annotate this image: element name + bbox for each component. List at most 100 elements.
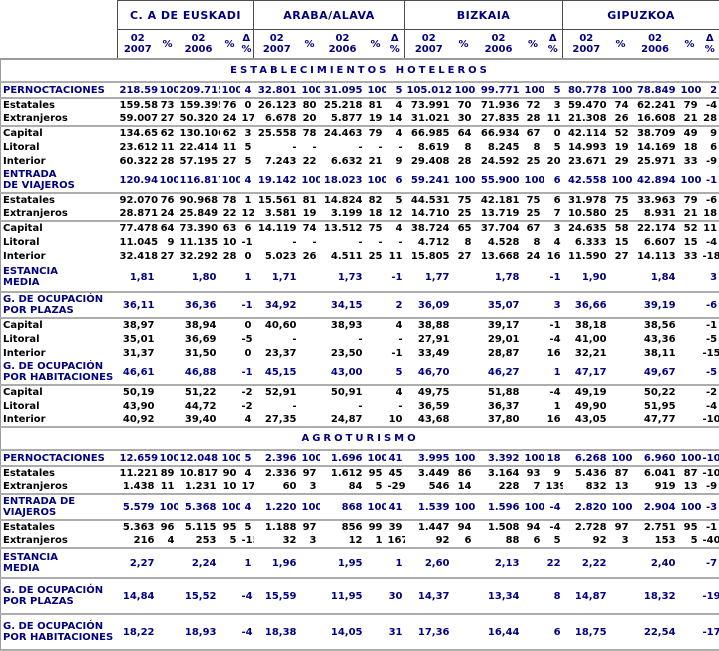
data-cell: 15,52 [178,578,220,614]
data-cell: 78.849 [632,82,679,98]
data-cell: 28 [453,154,475,168]
data-cell [158,292,178,318]
data-cell: 16 [544,249,563,263]
data-cell: 38,94 [178,318,220,332]
data-cell: 73.390 [178,221,220,235]
data-cell: 79 [679,98,701,112]
data-cell: 14,84 [118,578,158,614]
row-label: ESTANCIA MEDIA [1,263,118,292]
data-cell: 15.805 [405,249,453,263]
data-cell: 100 [158,82,178,98]
data-cell: 2.904 [632,494,679,520]
data-cell: 5.363 [118,520,158,534]
row-label: Interior [1,249,118,263]
data-cell [366,346,386,360]
data-cell: 28 [701,112,719,126]
data-cell [523,360,544,385]
data-cell: 47,77 [632,413,679,427]
subcol-delta: Δ % [544,30,563,60]
data-cell: 1.612 [320,466,366,480]
data-cell: 15 [610,235,632,249]
data-cell: 22 [300,154,320,168]
data-cell: -1 [386,346,405,360]
data-cell: 11 [158,140,178,154]
data-cell: 2,22 [563,548,610,578]
data-cell: 23.612 [118,140,158,154]
data-cell: 100 [300,168,320,193]
data-cell [679,614,701,650]
data-cell: 34,15 [320,292,366,318]
data-cell: 32,21 [563,346,610,360]
row-label: PERNOCTACIONES [1,82,118,98]
data-cell: 90.968 [178,193,220,207]
data-cell: - [320,235,366,249]
data-cell: 51,22 [178,385,220,399]
data-cell: 81 [366,98,386,112]
table-row: PERNOCTACIONES218.591100209.715100432.80… [1,82,719,98]
data-cell [523,318,544,332]
data-cell [523,346,544,360]
data-cell: 5.436 [563,466,610,480]
data-cell: -4 [240,578,254,614]
data-cell [453,332,475,346]
subcol-pct: % [610,30,632,60]
data-cell: 41,00 [563,332,610,346]
data-cell: 43,36 [632,332,679,346]
data-cell [679,578,701,614]
subcol-pct: % [300,30,320,60]
data-cell: 10 [386,413,405,427]
data-cell: 37.704 [475,221,523,235]
data-cell: 38.709 [632,126,679,140]
data-cell: 22 [544,548,563,578]
data-cell: 13.719 [475,207,523,221]
region-header-row: C. A DE EUSKADI ARABA/ALAVA BIZKAIA GIPU… [1,1,719,30]
data-cell [610,548,632,578]
data-cell: 62 [158,126,178,140]
data-cell: 3 [300,480,320,494]
data-cell: 19 [366,112,386,126]
data-cell: 1,73 [320,263,366,292]
data-cell: 75 [453,193,475,207]
data-cell: 63 [220,221,240,235]
data-cell: 5 [679,534,701,548]
data-cell: -4 [544,332,563,346]
data-cell: 42.114 [563,126,610,140]
data-cell: 11 [701,221,719,235]
data-cell: 16.608 [632,112,679,126]
data-cell: 153 [632,534,679,548]
data-cell: 8 [453,140,475,154]
data-cell: 1 [240,548,254,578]
data-cell: 2.336 [254,466,300,480]
data-cell [300,578,320,614]
data-cell: - [386,140,405,154]
data-cell: 20 [300,112,320,126]
data-cell: 100 [523,82,544,98]
data-cell: 19.142 [254,168,300,193]
row-label: ENTRADA DE VIAJEROS [1,168,118,193]
data-cell: 7 [544,207,563,221]
data-cell: 18 [679,140,701,154]
data-cell: -1 [240,235,254,249]
data-cell: 38,88 [405,318,453,332]
data-cell: -3 [701,494,719,520]
data-cell: 32.292 [178,249,220,263]
data-cell: 38.724 [405,221,453,235]
data-cell: 6.333 [563,235,610,249]
data-cell: -1 [701,168,719,193]
data-cell: 919 [632,480,679,494]
row-label: Capital [1,385,118,399]
data-cell: 2 [386,292,405,318]
data-cell: 8.619 [405,140,453,154]
data-cell: 22.174 [632,221,679,235]
data-cell [610,399,632,413]
data-cell: 100 [300,82,320,98]
data-cell: -7 [701,548,719,578]
data-cell: -1 [386,263,405,292]
data-cell: 42.181 [475,193,523,207]
row-label: Interior [1,154,118,168]
data-cell: 49,90 [563,399,610,413]
data-cell: 28.871 [118,207,158,221]
data-cell: - [300,235,320,249]
